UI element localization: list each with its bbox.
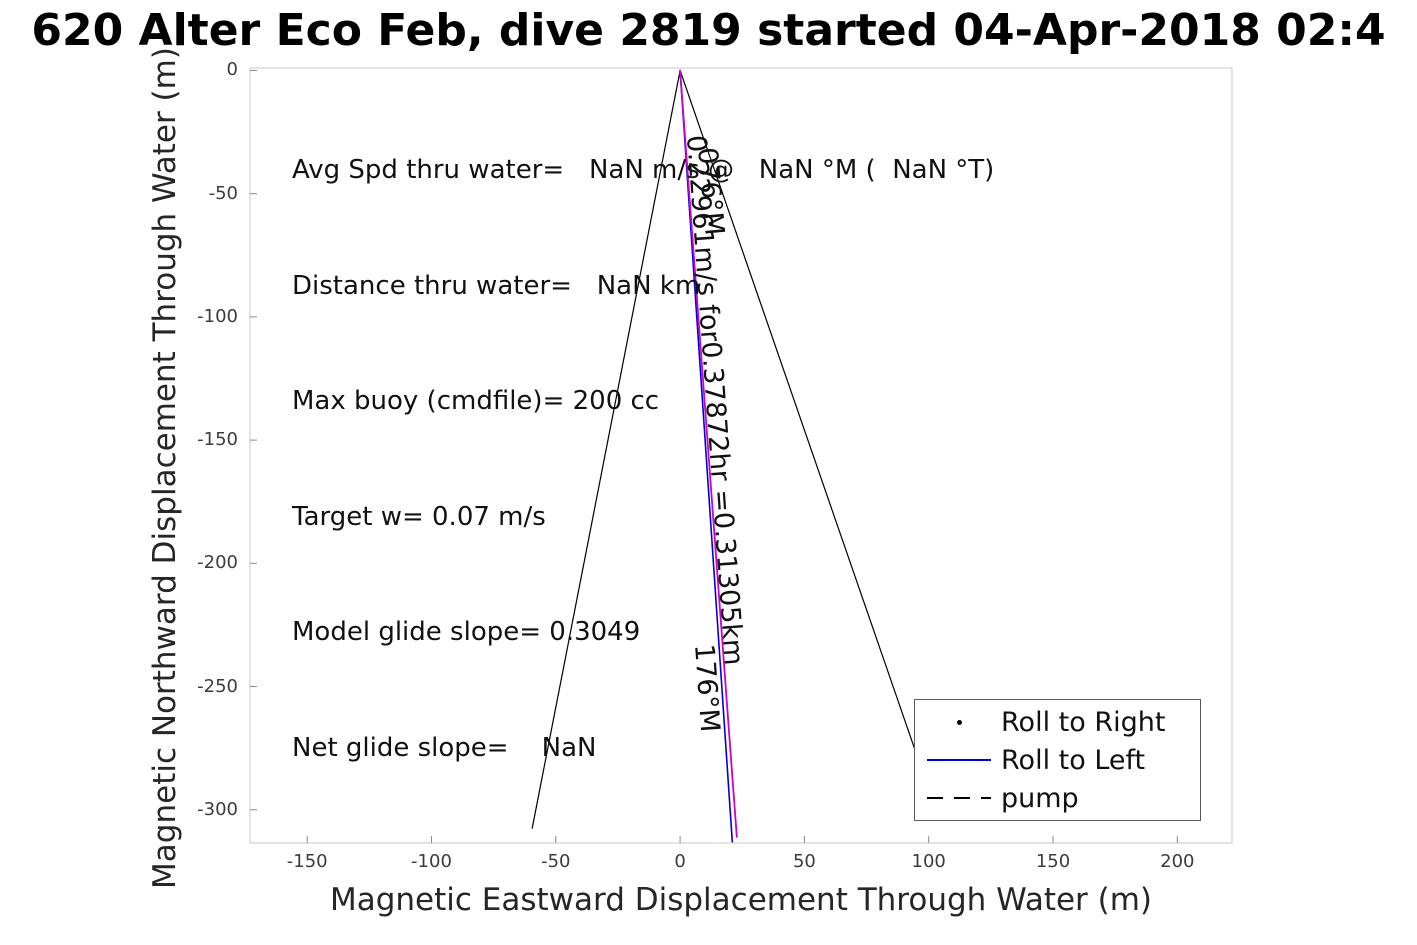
stat-line-model-glide: Model glide slope= 0.3049 <box>292 617 641 647</box>
x-axis-label: Magnetic Eastward Displacement Through W… <box>329 882 1153 918</box>
track-heading-bottom-label: 176°M <box>688 643 726 734</box>
legend-label: Roll to Right <box>1001 706 1166 738</box>
legend-item-roll-left: Roll to Left <box>915 741 1200 779</box>
legend-box: Roll to Right Roll to Left pump <box>914 699 1201 821</box>
series-climb-track-right <box>679 69 922 769</box>
stat-line-target-w: Target w= 0.07 m/s <box>292 501 546 532</box>
y-axis-label: Magnetic Northward Displacement Through … <box>147 47 183 889</box>
series-net-displacement-line <box>679 69 738 838</box>
stat-line-avg-speed: Avg Spd thru water= NaN m/s @ NaN °M ( N… <box>292 155 995 185</box>
stat-line-max-buoy: Max buoy (cmdfile)= 200 cc <box>292 386 660 416</box>
stat-line-net-glide: Net glide slope= NaN <box>292 732 597 763</box>
stat-line-distance: Distance thru water= NaN km <box>292 270 701 301</box>
legend-item-pump: pump <box>915 779 1200 817</box>
stats-annotation: Avg Spd thru water= NaN m/s @ NaN °M ( N… <box>292 74 994 844</box>
legend-item-roll-right: Roll to Right <box>915 703 1200 741</box>
legend-label: Roll to Left <box>1001 744 1146 776</box>
roll-right-dot-marker <box>927 719 991 725</box>
series-dive-track-left <box>531 69 681 829</box>
legend-label: pump <box>1001 782 1079 814</box>
plot-title: 620 Alter Eco Feb, dive 2819 started 04-… <box>31 5 1386 56</box>
pump-dashed-line-marker <box>927 797 991 799</box>
roll-left-line-marker <box>927 759 991 761</box>
